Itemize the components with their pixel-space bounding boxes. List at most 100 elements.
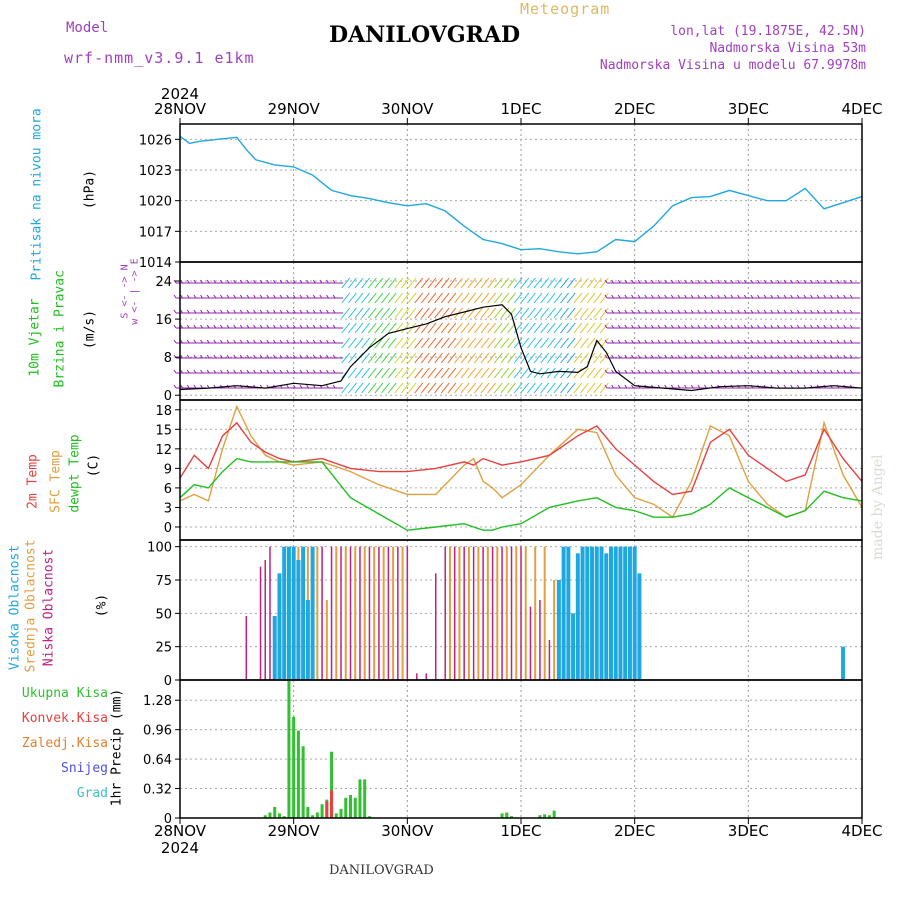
wind-barb (266, 369, 270, 374)
wind-barb (823, 369, 827, 374)
wind-barb (354, 307, 364, 319)
wind-barb (460, 337, 470, 349)
wind-barb (770, 294, 774, 299)
wind-barb (253, 354, 256, 359)
wind-barb (743, 324, 747, 329)
wind-barb (737, 369, 741, 374)
wind-barb (704, 354, 707, 359)
wind-barb (487, 367, 497, 379)
wind-barb (447, 292, 457, 304)
wind-barb (447, 337, 457, 349)
wind-barb (500, 352, 510, 364)
wind-barb (200, 324, 203, 329)
wind-barb (266, 279, 270, 284)
wind-barb (487, 382, 497, 394)
wind-barb (447, 277, 457, 289)
wind-barb (306, 384, 310, 389)
cloud-bar-low (397, 546, 399, 680)
wind-barb (332, 294, 336, 299)
wind-barb (246, 309, 250, 314)
wind-barb (710, 294, 714, 299)
wind-barb (180, 279, 184, 284)
wind-barb (783, 294, 787, 299)
wind-barb (843, 354, 847, 359)
wind-barb (816, 354, 820, 359)
wind-barb (467, 292, 477, 304)
cloud-bar-high (627, 546, 632, 680)
cloud-bar-low (269, 546, 271, 680)
wind-barb (193, 369, 197, 374)
wind-barb (493, 307, 503, 319)
cloud-bar-low (510, 546, 513, 680)
wind-compass-ns: S <- -> N (119, 264, 131, 319)
wind-barb (513, 292, 523, 304)
wind-barb (624, 384, 628, 389)
wind-barb (763, 309, 767, 314)
wind-barb (697, 384, 701, 389)
wind-barb (743, 279, 747, 284)
wind-barb (319, 279, 323, 284)
x-year-label-top: 2024 (161, 85, 199, 103)
wind-barb (637, 339, 641, 344)
wind-barb (586, 367, 596, 379)
wind-barb (312, 339, 316, 344)
wind-barb (186, 294, 190, 299)
wind-barb (493, 352, 503, 364)
wind-barb (394, 382, 404, 394)
wind-barb (657, 309, 661, 314)
cloud-bar-mid (392, 546, 395, 680)
wind-barb (326, 339, 329, 344)
wind-barb (553, 352, 563, 364)
cloud-bar-mid (458, 546, 461, 680)
wind-barb (513, 382, 523, 394)
cloud-bar-high (623, 546, 628, 680)
wind-barb (500, 277, 510, 289)
wind-barb (273, 309, 276, 314)
wind-barb (414, 382, 424, 394)
y-tick-label: 25 (155, 641, 172, 656)
wind-barb (593, 367, 603, 379)
wind-barb (348, 307, 357, 319)
wind-barb (553, 322, 563, 334)
wind-barb (420, 307, 430, 319)
wind-barb (326, 354, 329, 359)
wind-barb (407, 307, 417, 319)
wind-barb (354, 337, 364, 349)
wind-barb (367, 352, 377, 364)
precip-bar-total (334, 813, 338, 818)
wind-barb (367, 337, 377, 349)
cloud-high-ylabel: Visoka Oblacnost (7, 544, 23, 671)
wind-barb (401, 277, 410, 289)
wind-barb (757, 354, 760, 359)
wind-barb (279, 309, 283, 314)
wind-barb (513, 352, 523, 364)
y-tick-label: 16 (155, 313, 172, 328)
wind-barb (637, 294, 641, 299)
wind-barb (273, 294, 276, 299)
wind-barb (520, 322, 530, 334)
wind-barb (723, 354, 727, 359)
wind-barb (670, 384, 674, 389)
wind-barb (374, 382, 384, 394)
wind-barb (823, 279, 827, 284)
wind-barb (830, 339, 833, 344)
wind-barb (219, 339, 223, 344)
y-tick-label: 0 (164, 674, 172, 689)
wind-barb (219, 279, 223, 284)
x-tick-label-top: 29NOV (268, 100, 321, 118)
wind-barb (434, 292, 443, 304)
wind-barb (796, 294, 800, 299)
y-tick-label: 0.96 (143, 724, 172, 739)
wind-barb (460, 292, 470, 304)
wind-barb (326, 294, 329, 299)
wind-barb (273, 324, 276, 329)
wind-barb (206, 279, 210, 284)
wind-barb (803, 354, 807, 359)
wind-barb (520, 382, 530, 394)
cloud-bar-high (613, 546, 618, 680)
wind-barb (467, 352, 477, 364)
wind-barb (631, 324, 634, 329)
wind-barb (849, 294, 853, 299)
wind-barb (367, 322, 377, 334)
precip-bar-total (306, 806, 310, 818)
